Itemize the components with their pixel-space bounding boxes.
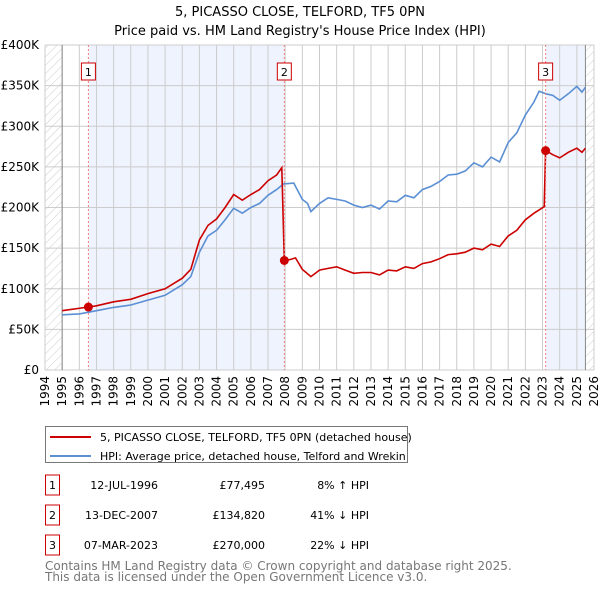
sales-table: 1 12-JUL-1996 £77,495 8% ↑ HPI 2 13-DEC-2007 £… [45,474,369,556]
sale-marker-label: 2 [281,66,288,79]
sale-row-badge [45,534,60,556]
x-tick-label: 2002 [175,376,189,407]
x-tick-label: 1996 [72,376,86,407]
sale-row-date: 07-MAR-2023 [84,539,158,552]
x-tick-label: 2001 [158,376,172,407]
sale-point [279,255,289,265]
x-tick-label: 2006 [244,376,258,407]
x-tick-label: 2026 [587,376,600,407]
sale-marker-label: 3 [542,66,549,79]
sale-row-price: £270,000 [213,539,266,552]
sale-row-badge [45,474,60,496]
sale-row-id: 3 [49,539,56,552]
footer-licence: This data is licensed under the Open Gov… [44,570,427,584]
sale-row-hpi: 41% ↓ HPI [310,509,369,522]
y-tick-label: £150K [1,241,41,255]
y-tick-label: £50K [8,322,40,336]
y-tick-label: £200K [1,201,41,215]
x-tick-label: 2010 [313,376,327,407]
x-tick-label: 2017 [433,376,447,407]
sale-row-price: £77,495 [220,479,266,492]
x-tick-label: 2014 [381,376,395,407]
legend-label-hpi: HPI: Average price, detached house, Telf… [100,450,406,463]
x-tick-label: 2000 [141,376,155,407]
sale-row-price: £134,820 [213,509,266,522]
chart-subtitle: Price paid vs. HM Land Registry's House … [114,24,486,39]
x-tick-label: 1997 [89,376,103,407]
x-tick-label: 2013 [364,376,378,407]
footer-copyright: Contains HM Land Registry data © Crown c… [45,559,512,573]
chart-title: 5, PICASSO CLOSE, TELFORD, TF5 0PN [175,5,425,20]
x-tick-label: 1998 [107,376,121,407]
y-tick-label: £350K [1,79,41,93]
y-tick-label: £250K [1,160,41,174]
sale-marker-label: 1 [85,66,92,79]
x-tick-label: 2024 [553,376,567,407]
x-tick-label: 2025 [570,376,584,407]
x-tick-label: 2003 [192,376,206,407]
x-tick-label: 1994 [38,376,52,407]
x-tick-label: 2020 [484,376,498,407]
sale-row-date: 12-JUL-1996 [90,479,158,492]
x-tick-label: 1999 [124,376,138,407]
x-tick-label: 2023 [536,376,550,407]
sale-marker-box [80,62,96,81]
x-tick-label: 2015 [398,376,412,407]
x-tick-label: 2012 [347,376,361,407]
sale-row-id: 2 [49,509,56,522]
y-tick-label: £400K [1,38,41,52]
x-tick-label: 2011 [330,376,344,407]
x-tick-label: 1995 [55,376,69,407]
x-tick-label: 2016 [415,376,429,407]
sale-row-hpi: 22% ↓ HPI [310,539,369,552]
x-tick-label: 2022 [518,376,532,407]
sale-marker-box [276,62,292,81]
y-tick-label: £100K [1,282,41,296]
y-tick-label: £300K [1,119,41,133]
legend-label-property: 5, PICASSO CLOSE, TELFORD, TF5 0PN (deta… [100,431,412,444]
x-tick-label: 2018 [450,376,464,407]
property-price-line [62,147,587,312]
x-tick-label: 2007 [261,376,275,407]
hpi-line [62,85,587,316]
sale-row-id: 1 [49,479,56,492]
x-tick-label: 2005 [227,376,241,407]
x-tick-label: 2009 [295,376,309,407]
sale-row-badge [45,504,60,526]
sale-point [541,146,551,156]
x-tick-label: 2008 [278,376,292,407]
legend: 5, PICASSO CLOSE, TELFORD, TF5 0PN (deta… [45,426,412,463]
x-tick-label: 2019 [467,376,481,407]
y-tick-label: £0 [24,363,39,377]
sale-row-hpi: 8% ↑ HPI [317,479,369,492]
sale-marker-box [538,62,554,81]
x-tick-label: 2021 [501,376,515,407]
sale-row-date: 13-DEC-2007 [85,509,158,522]
x-tick-label: 2004 [210,376,224,407]
sale-point [83,302,93,312]
